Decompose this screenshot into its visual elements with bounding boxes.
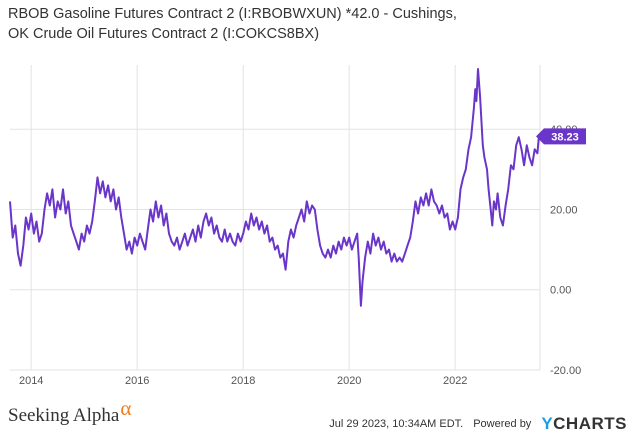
y-tick-label: 20.00 <box>550 204 578 216</box>
ycharts-logo: YCHARTS <box>541 414 627 434</box>
x-axis: 2014 2016 2018 2020 2022 <box>19 375 467 387</box>
plot-area <box>10 65 540 370</box>
chart-title-line-2: OK Crude Oil Futures Contract 2 (I:COKCS… <box>8 26 320 42</box>
last-value-text: 38.23 <box>551 131 579 143</box>
y-tick-label: -20.00 <box>550 365 581 377</box>
series-line <box>9 68 540 307</box>
seeking-alpha-logo: Seeking Alphaα <box>8 396 131 427</box>
chart-footer: Jul 29 2023, 10:34AM EDT. Powered by YCH… <box>329 414 627 434</box>
seeking-alpha-text: Seeking Alpha <box>8 405 120 426</box>
last-value-flag <box>536 128 586 145</box>
powered-by-label: Powered by <box>473 418 532 430</box>
ycharts-y-icon: Y <box>541 414 554 433</box>
x-tick-label: 2020 <box>337 375 361 387</box>
chart-title-line-1: RBOB Gasoline Futures Contract 2 (I:RBOB… <box>8 6 457 22</box>
chart-title: RBOB Gasoline Futures Contract 2 (I:RBOB… <box>8 4 568 44</box>
x-tick-label: 2014 <box>19 375 43 387</box>
grid-lines <box>10 65 541 371</box>
last-value-label: 38.23 <box>536 128 586 145</box>
x-tick-label: 2018 <box>231 375 255 387</box>
x-tick-label: 2016 <box>125 375 149 387</box>
alpha-icon: α <box>120 396 132 420</box>
series-lines <box>9 68 540 307</box>
ycharts-text: CHARTS <box>553 414 627 433</box>
timestamp: Jul 29 2023, 10:34AM EDT. <box>329 418 464 430</box>
y-tick-label: 0.00 <box>550 285 571 297</box>
x-tick-label: 2022 <box>443 375 467 387</box>
